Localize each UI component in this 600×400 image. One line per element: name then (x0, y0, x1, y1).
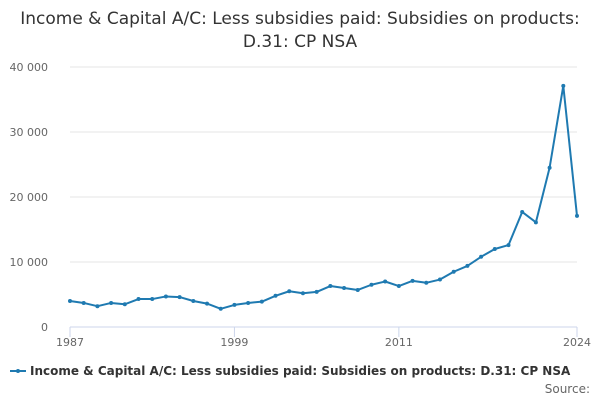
legend-series-marker (10, 365, 26, 377)
x-tick-label: 1999 (220, 336, 248, 349)
y-tick-label: 0 (41, 321, 48, 334)
data-point[interactable] (355, 287, 360, 292)
data-point[interactable] (437, 277, 442, 282)
data-point[interactable] (314, 289, 319, 294)
data-point[interactable] (465, 263, 470, 268)
data-point[interactable] (383, 279, 388, 284)
data-point[interactable] (246, 300, 251, 305)
x-tick-label: 1987 (56, 336, 84, 349)
data-point[interactable] (205, 301, 210, 306)
data-point[interactable] (136, 297, 141, 302)
gridlines (70, 66, 577, 263)
y-tick-label: 30 000 (10, 126, 49, 139)
data-point[interactable] (369, 282, 374, 287)
y-tick-label: 20 000 (10, 191, 49, 204)
series-line (69, 84, 578, 310)
data-point[interactable] (479, 254, 484, 259)
data-point[interactable] (547, 165, 552, 170)
data-point[interactable] (424, 280, 429, 285)
data-point[interactable] (68, 299, 72, 303)
data-point[interactable] (533, 220, 538, 225)
legend[interactable]: Income & Capital A/C: Less subsidies pai… (10, 364, 570, 378)
series-group (68, 83, 579, 311)
data-point[interactable] (259, 299, 264, 304)
data-point[interactable] (492, 247, 497, 251)
data-point[interactable] (163, 294, 168, 299)
data-point[interactable] (575, 213, 579, 218)
x-tick-label: 2011 (385, 336, 413, 349)
data-point[interactable] (396, 284, 401, 289)
x-tick-label: 2024 (563, 336, 591, 349)
data-point[interactable] (506, 243, 511, 248)
data-point[interactable] (109, 300, 114, 305)
data-point[interactable] (287, 289, 292, 294)
data-point[interactable] (342, 286, 347, 290)
data-point[interactable] (232, 302, 237, 307)
chart-title: Income & Capital A/C: Less subsidies pai… (20, 9, 580, 52)
legend-dot-swatch (16, 369, 20, 373)
data-point[interactable] (300, 291, 305, 296)
x-axis-labels: 1987 1999 2011 2024 (56, 336, 591, 349)
data-point[interactable] (218, 306, 223, 311)
y-axis-labels: 0 10 000 20 000 30 000 40 000 (10, 61, 49, 334)
data-point[interactable] (81, 300, 86, 305)
data-point[interactable] (520, 209, 525, 214)
data-point[interactable] (150, 297, 155, 302)
data-point[interactable] (273, 293, 278, 298)
legend-label: Income & Capital A/C: Less subsidies pai… (30, 364, 571, 378)
data-point[interactable] (451, 269, 456, 274)
source-credit[interactable]: Source: (544, 382, 590, 396)
data-point[interactable] (122, 302, 127, 307)
data-point[interactable] (177, 295, 182, 300)
data-point[interactable] (95, 304, 100, 309)
x-axis (69, 326, 578, 337)
data-point[interactable] (410, 278, 415, 283)
data-point[interactable] (328, 284, 333, 289)
y-tick-label: 10 000 (10, 256, 49, 269)
data-point[interactable] (561, 83, 566, 88)
y-tick-label: 40 000 (10, 61, 49, 74)
data-point[interactable] (191, 299, 196, 303)
